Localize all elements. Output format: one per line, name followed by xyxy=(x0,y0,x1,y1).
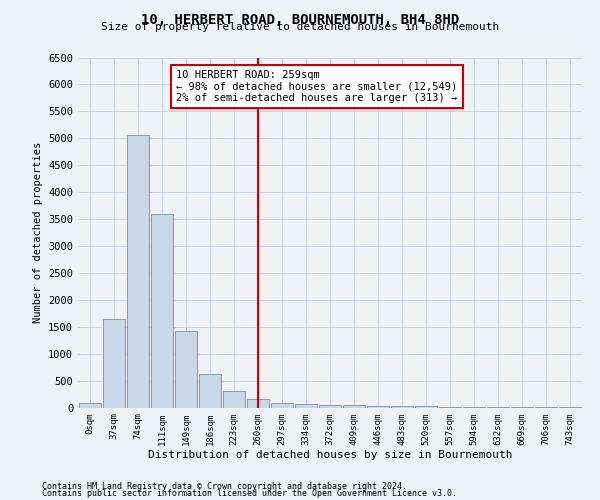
Bar xyxy=(367,406,389,407)
Bar xyxy=(127,135,149,407)
Text: Contains HM Land Registry data © Crown copyright and database right 2024.: Contains HM Land Registry data © Crown c… xyxy=(42,482,407,491)
Bar xyxy=(223,392,245,407)
Text: Size of property relative to detached houses in Bournemouth: Size of property relative to detached ho… xyxy=(101,22,499,32)
Bar xyxy=(439,406,461,408)
Bar xyxy=(175,331,197,407)
Bar xyxy=(79,404,101,407)
Text: Contains public sector information licensed under the Open Government Licence v3: Contains public sector information licen… xyxy=(42,490,457,498)
Bar xyxy=(247,399,269,407)
Bar xyxy=(463,407,485,408)
Bar xyxy=(343,405,365,407)
Bar xyxy=(295,404,317,407)
Bar xyxy=(199,374,221,408)
X-axis label: Distribution of detached houses by size in Bournemouth: Distribution of detached houses by size … xyxy=(148,450,512,460)
Y-axis label: Number of detached properties: Number of detached properties xyxy=(32,142,43,323)
Bar xyxy=(391,406,413,407)
Text: 10, HERBERT ROAD, BOURNEMOUTH, BH4 8HD: 10, HERBERT ROAD, BOURNEMOUTH, BH4 8HD xyxy=(141,12,459,26)
Bar xyxy=(151,214,173,408)
Bar xyxy=(319,404,341,407)
Bar xyxy=(271,402,293,407)
Bar xyxy=(415,406,437,408)
Bar xyxy=(103,319,125,408)
Text: 10 HERBERT ROAD: 259sqm
← 98% of detached houses are smaller (12,549)
2% of semi: 10 HERBERT ROAD: 259sqm ← 98% of detache… xyxy=(176,70,458,103)
